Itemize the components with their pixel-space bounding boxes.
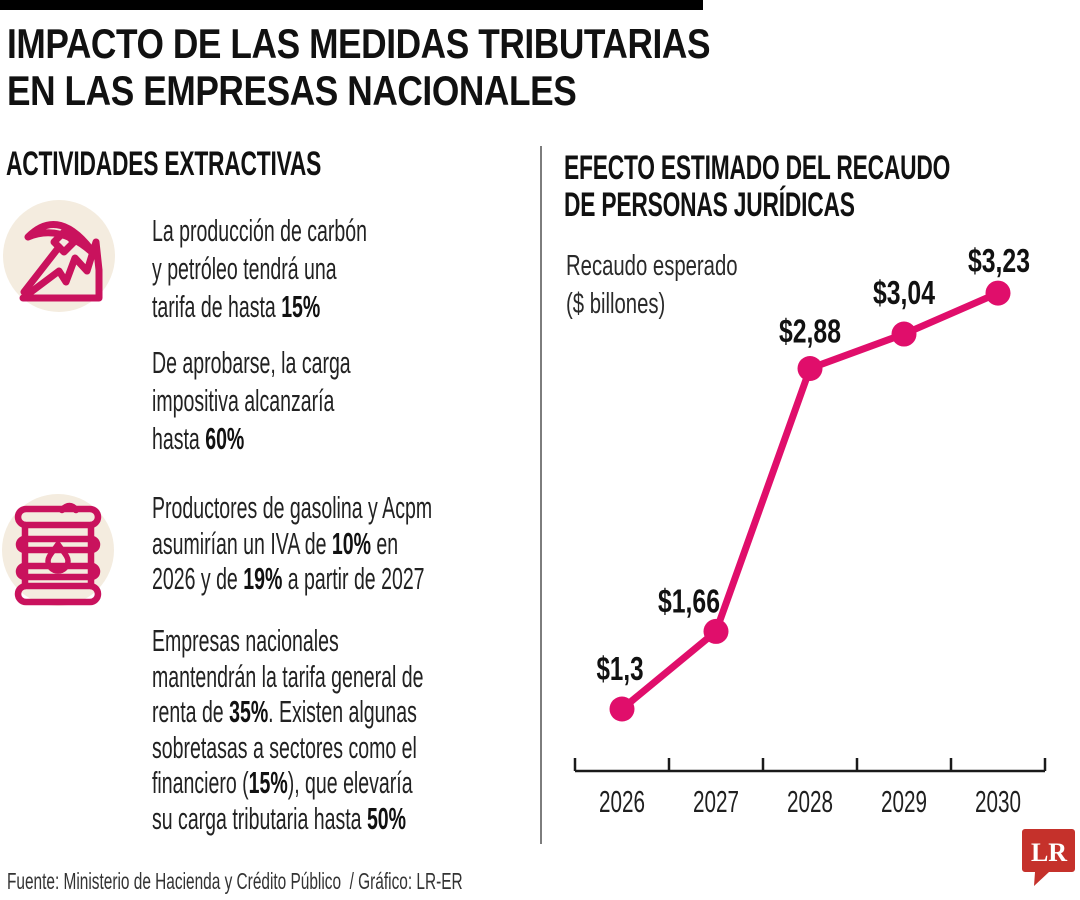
left-section-heading: ACTIVIDADES EXTRACTIVAS <box>6 145 322 183</box>
extractive-note-1: La producción de carbón y petróleo tendr… <box>152 213 367 324</box>
chart-point-2028 <box>797 356 823 382</box>
chart-point-label-2026: $1,3 <box>597 650 644 687</box>
source-credit: Fuente: Ministerio de Hacienda y Crédito… <box>7 868 463 894</box>
x-axis <box>573 758 1047 773</box>
x-tick-label-2026: 2026 <box>599 784 645 819</box>
x-tick-label-2028: 2028 <box>787 784 833 819</box>
vertical-divider <box>540 146 542 844</box>
x-tick-label-2027: 2027 <box>693 784 739 819</box>
chart-point-label-2029: $3,04 <box>873 274 935 311</box>
oil-barrel-icon <box>2 494 114 606</box>
chart-point-2026 <box>609 696 635 722</box>
lr-logo: LR <box>1022 829 1075 886</box>
chart-point-2030 <box>985 280 1011 306</box>
chart-axis-note: Recaudo esperado ($ billones) <box>566 250 738 320</box>
national-companies-note: Empresas nacionales mantendrán la tarifa… <box>152 623 424 836</box>
chart-point-label-2028: $2,88 <box>779 313 841 350</box>
page-title: IMPACTO DE LAS MEDIDAS TRIBUTARIAS EN LA… <box>7 20 711 114</box>
fuel-producers-note: Productores de gasolina y Acpm asumirían… <box>152 490 433 596</box>
extractive-note-2: De aprobarse, la carga impositiva alcanz… <box>152 345 351 456</box>
chart-point-label-2027: $1,66 <box>658 582 720 619</box>
x-tick-label-2029: 2029 <box>881 784 927 819</box>
chart-section-heading: EFECTO ESTIMADO DEL RECAUDO DE PERSONAS … <box>564 149 951 224</box>
chart-point-2029 <box>891 321 917 347</box>
x-tick-label-2030: 2030 <box>975 784 1021 819</box>
chart-line <box>619 289 1000 712</box>
chart-point-2027 <box>703 618 729 644</box>
pickaxe-icon <box>3 200 115 312</box>
lr-logo-text: LR <box>1031 838 1067 867</box>
top-accent-bar <box>0 0 703 10</box>
chart-point-label-2030: $3,23 <box>968 242 1030 279</box>
